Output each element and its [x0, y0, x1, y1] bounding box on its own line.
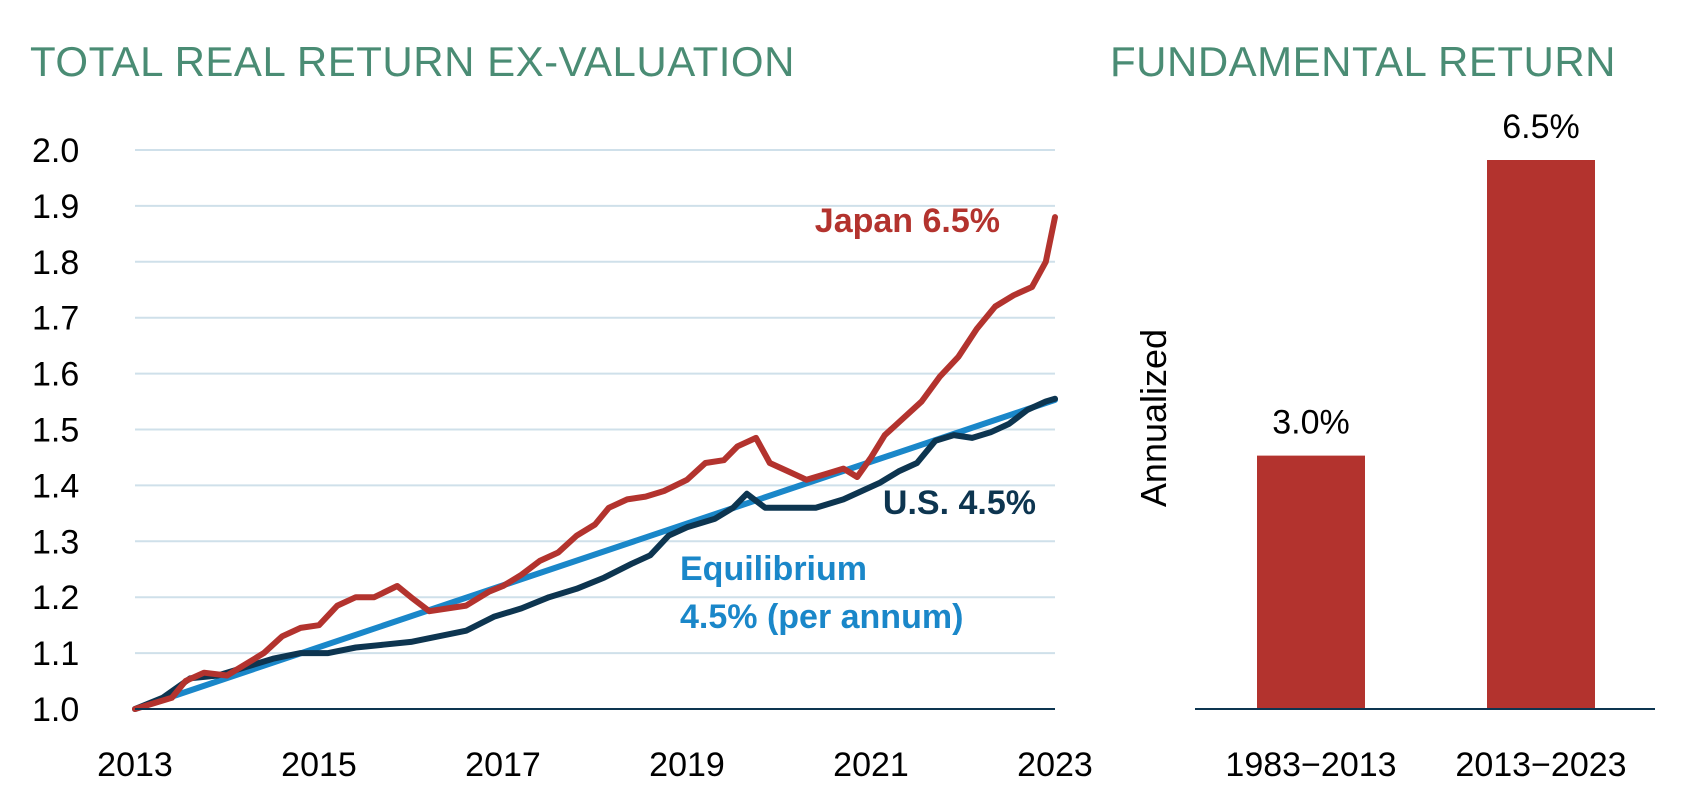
- left-x-tick-label: 2023: [1017, 746, 1093, 784]
- left-x-tick-label: 2017: [465, 746, 541, 784]
- japan-series-line: [132, 214, 1058, 712]
- left-chart-y-axis: 1.0 1.1 1.2 1.3 1.4 1.5 1.6 1.7 1.8 1.9 2.0: [32, 132, 79, 729]
- right-chart-plot-area: 3.0% 1983−2013 6.5% 2013−2023: [1225, 108, 1626, 784]
- left-y-tick-label: 1.6: [32, 356, 79, 394]
- left-y-tick-label: 1.4: [32, 467, 79, 505]
- left-y-tick-label: 1.3: [32, 523, 79, 561]
- left-y-tick-label: 1.7: [32, 300, 79, 338]
- left-x-tick-label: 2015: [281, 746, 357, 784]
- equilibrium-series-line: [132, 396, 1058, 712]
- us-series-line: [132, 395, 1058, 712]
- right-chart-title: FUNDAMENTAL RETURN: [1110, 38, 1617, 85]
- equilibrium-series-label-line1: Equilibrium: [680, 550, 867, 588]
- bar-1983-2013: [1257, 455, 1365, 709]
- left-y-tick-label: 1.9: [32, 188, 79, 226]
- us-series-label: U.S. 4.5%: [883, 484, 1036, 522]
- bar-category-label: 1983−2013: [1225, 746, 1396, 784]
- bar-value-label: 3.0%: [1272, 404, 1350, 442]
- left-x-tick-label: 2021: [833, 746, 909, 784]
- left-y-tick-label: 2.0: [32, 132, 79, 170]
- bar-2013-2023: [1487, 160, 1595, 709]
- left-chart-plot-area: [132, 214, 1058, 712]
- left-y-tick-label: 1.0: [32, 691, 79, 729]
- left-chart-gridlines: [135, 149, 1055, 655]
- left-x-tick-label: 2019: [649, 746, 725, 784]
- left-y-tick-label: 1.2: [32, 579, 79, 617]
- left-chart-title: TOTAL REAL RETURN EX-VALUATION: [30, 38, 795, 85]
- right-chart-y-axis-label: Annualized: [1133, 329, 1174, 507]
- bar-category-label: 2013−2023: [1455, 746, 1626, 784]
- bar-value-label: 6.5%: [1502, 108, 1580, 146]
- left-y-tick-label: 1.8: [32, 244, 79, 282]
- left-y-tick-label: 1.5: [32, 412, 79, 450]
- equilibrium-series-label-line2: 4.5% (per annum): [680, 598, 963, 636]
- left-chart-x-axis: 2013 2015 2017 2019 2021 2023: [97, 746, 1093, 784]
- japan-series-label: Japan 6.5%: [815, 202, 1000, 240]
- left-y-tick-label: 1.1: [32, 635, 79, 673]
- left-x-tick-label: 2013: [97, 746, 173, 784]
